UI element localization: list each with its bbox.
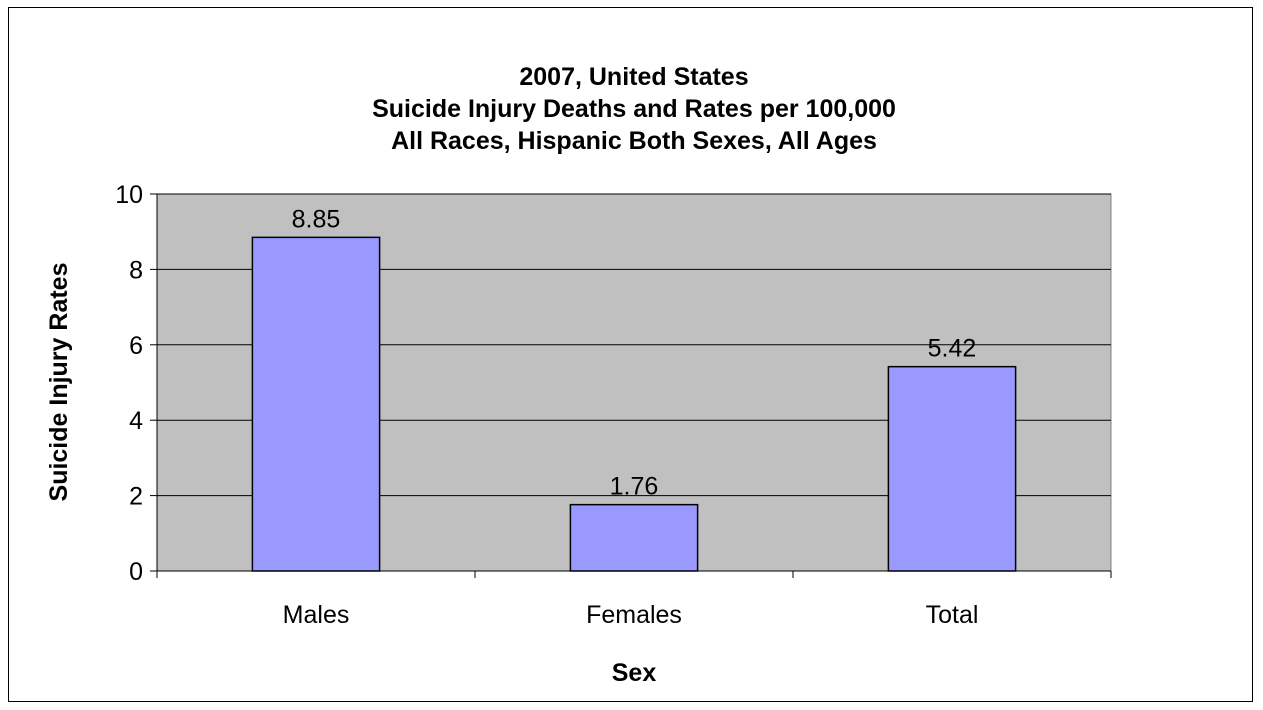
- x-axis-title: Sex: [612, 659, 657, 687]
- bar-females: [569, 503, 699, 572]
- chart-title-line-3: All Races, Hispanic Both Sexes, All Ages: [391, 127, 877, 155]
- bar-chart: 2007, United States Suicide Injury Death…: [45, 63, 1112, 687]
- bar-males: [251, 236, 381, 572]
- x-category-label-females: Females: [586, 601, 682, 629]
- x-category-label-males: Males: [283, 601, 350, 629]
- chart-title-line-1: 2007, United States: [519, 63, 748, 91]
- chart-frame: 2007, United States Suicide Injury Death…: [8, 7, 1253, 702]
- data-label-total: 5.42: [928, 335, 977, 363]
- y-tick-label: 0: [129, 558, 143, 586]
- bar-total: [887, 365, 1017, 572]
- y-tick-label: 8: [129, 256, 143, 284]
- y-tick-label: 10: [115, 181, 143, 209]
- x-category-label-total: Total: [926, 601, 979, 629]
- plot-area: 0 2 4 6 8 10 8.85 Males 1.76 Females 5.42 Total: [115, 181, 1112, 629]
- y-tick-label: 4: [129, 407, 143, 435]
- y-tick-label: 6: [129, 332, 143, 360]
- data-label-males: 8.85: [292, 205, 341, 233]
- data-label-females: 1.76: [610, 473, 659, 501]
- y-tick-label: 2: [129, 483, 143, 511]
- y-axis-title: Suicide Injury Rates: [45, 263, 73, 502]
- chart-title-line-2: Suicide Injury Deaths and Rates per 100,…: [372, 95, 896, 123]
